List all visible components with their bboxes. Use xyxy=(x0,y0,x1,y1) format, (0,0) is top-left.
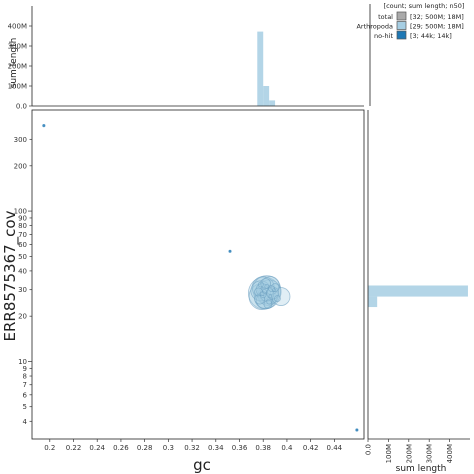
legend-entry-total-stats: [32; 500M; 18M] xyxy=(410,13,464,21)
scatter-point-29 xyxy=(42,124,46,128)
x-tick-label-7: 0.34 xyxy=(208,444,224,452)
right-x-tick-label-2: 200M xyxy=(405,444,413,463)
x-tick-label-3: 0.26 xyxy=(113,444,129,452)
scatter-point-28 xyxy=(271,288,276,293)
y-tick-label-13: 80 xyxy=(18,222,27,230)
legend-entry-no-hit-name: no-hit xyxy=(374,32,393,40)
y-tick-label-10: 50 xyxy=(18,253,27,261)
legend-entry-arthropoda-stats: [29; 500M; 18M] xyxy=(410,23,464,31)
right-histogram-bar-1 xyxy=(368,296,378,308)
right-x-tick-label-4: 400M xyxy=(446,444,454,463)
legend-swatch-arthropoda xyxy=(396,21,407,30)
right-histogram-bar-0 xyxy=(368,285,468,297)
x-tick-label-12: 0.44 xyxy=(327,444,343,452)
y-tick-label-9: 40 xyxy=(18,267,27,275)
right-x-tick-label-0: 0.0 xyxy=(365,444,373,455)
y-tick-label-1: 5 xyxy=(23,403,27,411)
y-tick-label-7: 20 xyxy=(18,313,27,321)
top-histogram-y-label: sum length xyxy=(9,38,19,89)
y-tick-label-0: 4 xyxy=(23,418,28,426)
x-axis-label: gc xyxy=(193,456,211,474)
top-histogram-bar-2 xyxy=(269,100,276,106)
top-y-tick-label-1: 100M xyxy=(8,83,27,91)
legend-swatch-total xyxy=(396,11,407,21)
top-y-tick-label-4: 400M xyxy=(8,23,27,31)
y-tick-label-8: 30 xyxy=(18,286,27,294)
x-tick-label-2: 0.24 xyxy=(89,444,105,452)
top-y-tick-label-3: 300M xyxy=(8,43,27,51)
scatter-point-23 xyxy=(266,298,273,305)
top-y-tick-label-2: 200M xyxy=(8,63,27,71)
scatter-point-17 xyxy=(263,299,273,309)
scatter-point-31 xyxy=(355,428,359,432)
legend-swatch-no-hit xyxy=(396,30,407,40)
legend-entry-total-name: total xyxy=(378,13,393,21)
y-axis-label: ERR8575367_cov xyxy=(1,210,20,341)
right-histogram-x-label: sum length xyxy=(396,464,447,474)
scatter-point-30 xyxy=(228,249,232,253)
top-histogram-bar-0 xyxy=(257,31,264,107)
legend-entry-arthropoda-name: Arthropoda xyxy=(356,23,393,31)
scatter-point-26 xyxy=(259,291,265,297)
scatter-point-25 xyxy=(264,284,270,289)
y-tick-label-2: 6 xyxy=(23,391,28,399)
legend-entry-no-hit-stats: [3; 44k; 14k] xyxy=(410,32,452,40)
y-tick-label-14: 90 xyxy=(18,214,27,222)
x-tick-label-10: 0.4 xyxy=(281,444,293,452)
x-tick-label-0: 0.2 xyxy=(44,444,55,452)
right-x-tick-label-1: 100M xyxy=(385,444,393,463)
y-tick-label-16: 200 xyxy=(14,162,27,170)
x-tick-label-4: 0.28 xyxy=(137,444,153,452)
x-tick-label-8: 0.36 xyxy=(232,444,248,452)
main-panel-frame xyxy=(31,109,365,440)
y-tick-label-6: 10 xyxy=(18,358,27,366)
right-x-tick-label-3: 300M xyxy=(426,444,434,463)
x-tick-label-6: 0.32 xyxy=(184,444,200,452)
y-tick-label-17: 300 xyxy=(14,136,27,144)
x-tick-label-11: 0.42 xyxy=(303,444,319,452)
scatter-point-21 xyxy=(274,295,281,302)
legend: [count; sum length; n50] total [32; 500M… xyxy=(356,2,464,40)
y-tick-label-3: 7 xyxy=(23,381,27,389)
scatter-point-22 xyxy=(257,281,264,288)
y-tick-label-4: 8 xyxy=(23,373,27,381)
legend-title: [count; sum length; n50] xyxy=(384,2,465,10)
y-tick-label-5: 9 xyxy=(23,365,27,373)
legend-entry-no-hit: no-hit [3; 44k; 14k] xyxy=(374,30,452,40)
top-histogram-bar-1 xyxy=(263,86,270,106)
x-tick-label-1: 0.22 xyxy=(66,444,82,452)
scatter-point-27 xyxy=(268,294,273,298)
y-tick-label-11: 60 xyxy=(18,241,27,249)
legend-entry-total: total [32; 500M; 18M] xyxy=(378,11,464,21)
legend-entry-arthropoda: Arthropoda [29; 500M; 18M] xyxy=(356,21,464,31)
x-tick-label-5: 0.3 xyxy=(163,444,174,452)
y-tick-label-12: 70 xyxy=(18,231,27,239)
y-tick-label-15: 100 xyxy=(14,208,27,216)
top-y-tick-label-0: 0.0 xyxy=(16,103,27,111)
x-tick-label-9: 0.38 xyxy=(255,444,271,452)
